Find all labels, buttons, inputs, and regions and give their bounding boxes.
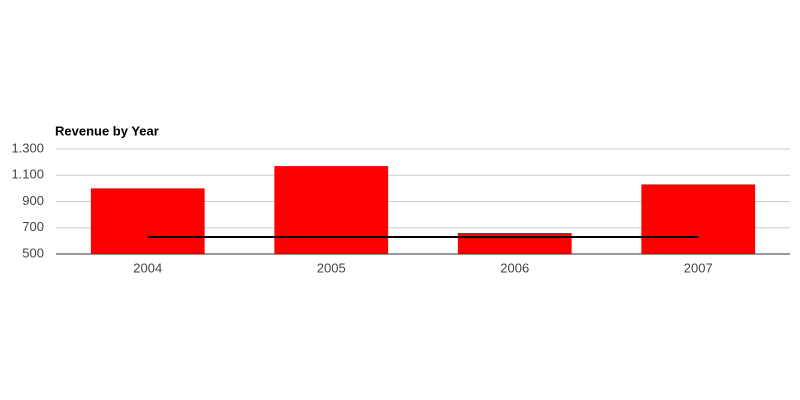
x-tick-label: 2004	[133, 260, 162, 275]
bar	[641, 184, 756, 254]
bar	[274, 166, 389, 254]
bar	[457, 233, 572, 254]
x-tick-label: 2006	[500, 260, 529, 275]
chart-title: Revenue by Year	[55, 123, 159, 138]
y-tick-label: 900	[22, 193, 44, 208]
y-tick-label: 500	[22, 245, 44, 260]
y-tick-label: 1.100	[11, 167, 44, 182]
x-tick-label: 2007	[684, 260, 713, 275]
y-tick-label: 1.300	[11, 140, 44, 155]
y-tick-label: 700	[22, 219, 44, 234]
bar	[90, 188, 205, 254]
x-tick-label: 2005	[317, 260, 346, 275]
